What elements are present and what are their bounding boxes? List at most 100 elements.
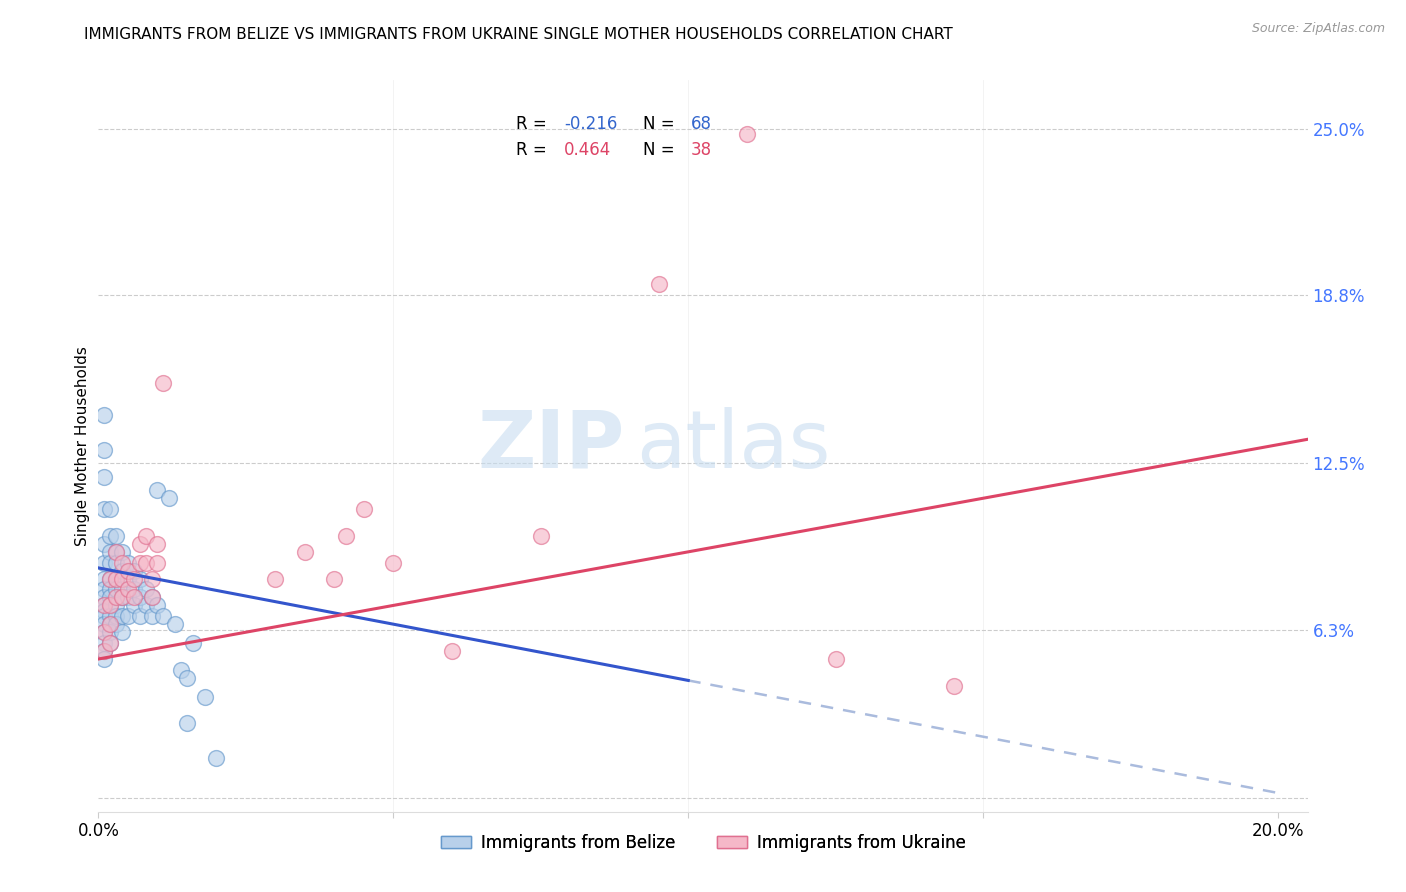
Point [117,556,139,570]
Point [146,483,169,498]
Point [105,609,128,624]
Text: ZIP: ZIP [477,407,624,485]
Legend: Immigrants from Belize, Immigrants from Ukraine: Immigrants from Belize, Immigrants from … [434,827,972,858]
Point [98,502,121,516]
Text: R =: R = [516,115,551,133]
Point [323,572,346,586]
Point [93,591,115,605]
Point [98,625,121,640]
Point [111,625,134,640]
Text: atlas: atlas [637,407,831,485]
Point [105,617,128,632]
Point [152,376,174,390]
Point [117,609,139,624]
Point [93,652,115,666]
Point [170,663,193,677]
Point [105,545,128,559]
Point [111,545,134,559]
Point [382,556,405,570]
Point [105,599,128,613]
Text: 68: 68 [690,115,711,133]
Point [93,644,115,658]
Text: 0.464: 0.464 [564,141,612,159]
Point [93,537,115,551]
Point [176,716,198,731]
Point [98,529,121,543]
Point [122,582,145,597]
Point [93,599,115,613]
Point [122,599,145,613]
Point [93,572,115,586]
Point [128,572,150,586]
Point [111,572,134,586]
Point [105,545,128,559]
Point [146,599,169,613]
Point [93,582,115,597]
Point [353,502,375,516]
Point [117,591,139,605]
Point [98,582,121,597]
Point [98,545,121,559]
Point [824,652,846,666]
Point [294,545,316,559]
Point [93,644,115,658]
Point [735,127,758,141]
Point [141,572,163,586]
Point [93,625,115,640]
Point [111,591,134,605]
Point [141,591,163,605]
Point [165,617,187,632]
Point [135,529,157,543]
Point [111,564,134,578]
Point [93,617,115,632]
Point [128,609,150,624]
Text: 38: 38 [690,141,711,159]
Point [111,556,134,570]
Point [128,591,150,605]
Point [122,564,145,578]
Point [93,599,115,613]
Point [98,636,121,650]
Point [98,609,121,624]
Point [117,582,139,597]
Point [111,609,134,624]
Point [105,556,128,570]
Point [98,617,121,632]
Point [194,690,217,704]
Point [530,529,553,543]
Point [98,572,121,586]
Point [181,636,204,650]
Point [648,277,671,291]
Point [176,671,198,685]
Point [117,572,139,586]
Point [93,556,115,570]
Point [93,408,115,422]
Point [93,604,115,618]
Y-axis label: Single Mother Households: Single Mother Households [75,346,90,546]
Point [128,537,150,551]
Text: Source: ZipAtlas.com: Source: ZipAtlas.com [1251,22,1385,36]
Point [146,537,169,551]
Point [105,591,128,605]
Point [157,491,180,506]
Point [105,582,128,597]
Text: R =: R = [516,141,551,159]
Point [335,529,357,543]
Point [205,751,228,765]
Point [146,556,169,570]
Text: N =: N = [643,115,679,133]
Point [441,644,464,658]
Point [98,599,121,613]
Point [942,679,965,693]
Point [111,591,134,605]
Point [141,591,163,605]
Point [93,636,115,650]
Point [135,582,157,597]
Point [93,443,115,458]
Point [93,609,115,624]
Point [98,591,121,605]
Point [152,609,174,624]
Point [135,599,157,613]
Point [93,625,115,640]
Point [93,502,115,516]
